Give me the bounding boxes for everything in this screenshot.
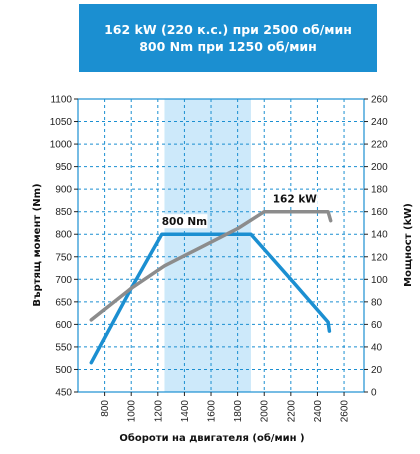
- y-tick-label: 750: [55, 252, 72, 263]
- y-tick-label: 1050: [50, 117, 73, 128]
- power-curve: [89, 209, 333, 322]
- y-tick-label: 1100: [50, 95, 72, 106]
- y-tick-label: 550: [55, 342, 72, 353]
- x-tick-label: 1800: [233, 400, 244, 423]
- y-tick-label: 950: [55, 162, 72, 173]
- x-axis-title: Обороти на двигателя (об/мин ): [119, 432, 304, 444]
- annotation-background: [161, 214, 208, 229]
- annotation-background: [271, 191, 318, 206]
- y2-tick-label: 20: [371, 365, 383, 376]
- power-annotation: 162 kW: [273, 194, 318, 206]
- y2-tick-label: 180: [371, 185, 388, 196]
- x-tick-label: 1400: [180, 400, 191, 423]
- x-tick-label: 2200: [286, 400, 297, 423]
- x-tick-label: 800: [100, 400, 111, 417]
- y-tick-label: 900: [55, 185, 72, 196]
- y2-tick-label: 140: [371, 230, 388, 241]
- header-power-line: 162 kW (220 к.с.) при 2500 об/мин: [104, 22, 352, 37]
- y2-tick-label: 240: [371, 117, 388, 128]
- y-tick-label: 450: [55, 388, 72, 399]
- x-tick-label: 1600: [207, 400, 218, 423]
- x-tick-label: 1200: [153, 400, 164, 423]
- y2-axis-title: Мощност (kW): [403, 203, 414, 287]
- y2-tick-label: 220: [371, 140, 388, 151]
- x-tick-label: 1000: [127, 400, 138, 423]
- y-tick-label: 700: [55, 275, 72, 286]
- y2-tick-label: 260: [371, 95, 388, 106]
- y2-tick-label: 60: [371, 320, 383, 331]
- y-tick-label: 800: [55, 230, 72, 241]
- y2-tick-label: 160: [371, 207, 388, 218]
- y2-tick-label: 200: [371, 162, 388, 173]
- y-axis-title: Въртящ момент (Nm): [32, 183, 43, 306]
- x-tick-label: 2000: [260, 400, 271, 423]
- torque-annotation: 800 Nm: [162, 216, 207, 228]
- y-tick-label: 600: [55, 320, 72, 331]
- y2-tick-label: 80: [371, 297, 383, 308]
- y2-tick-label: 40: [371, 342, 383, 353]
- y-tick-label: 850: [55, 207, 72, 218]
- y-tick-label: 500: [55, 365, 72, 376]
- y-tick-label: 1000: [50, 140, 73, 151]
- y2-tick-label: 100: [371, 275, 388, 286]
- x-tick-label: 2600: [340, 400, 351, 423]
- y-tick-label: 650: [55, 297, 72, 308]
- x-tick-label: 2400: [313, 400, 324, 423]
- header-torque-line: 800 Nm при 1250 об/мин: [139, 39, 317, 54]
- y2-tick-label: 0: [371, 388, 377, 399]
- plot-frame: [77, 98, 365, 393]
- chart-header-banner: 162 kW (220 к.с.) при 2500 об/мин 800 Nm…: [79, 4, 377, 72]
- y2-tick-label: 120: [371, 252, 388, 263]
